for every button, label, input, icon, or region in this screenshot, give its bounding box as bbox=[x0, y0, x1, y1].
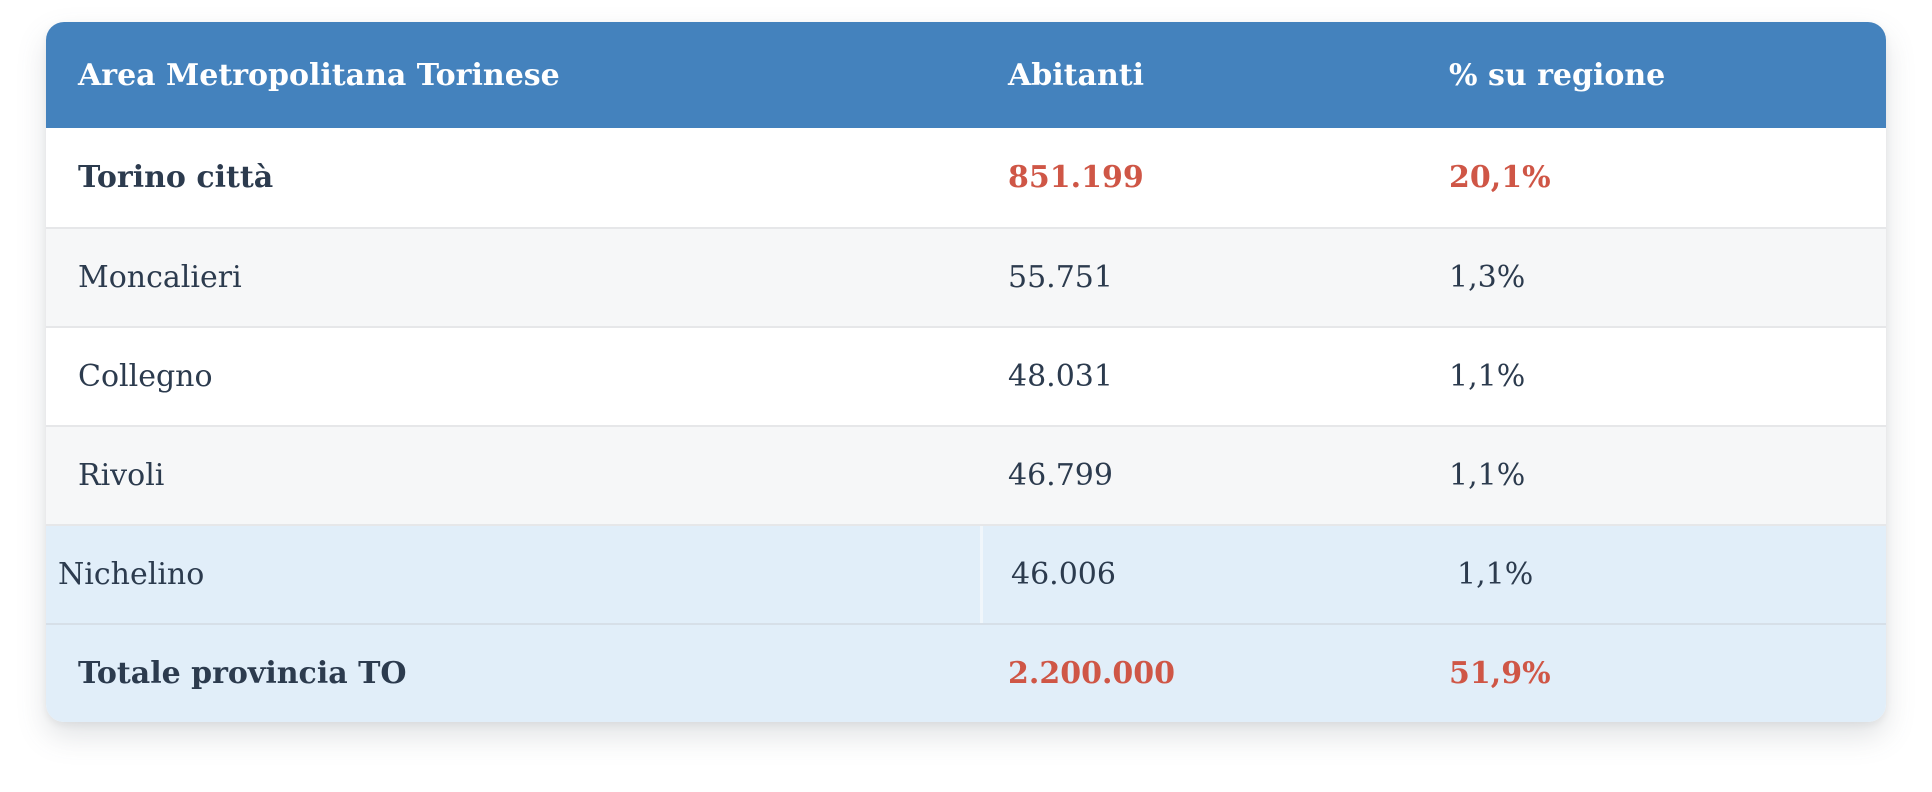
percentage-cell: 20,1% bbox=[1449, 160, 1551, 195]
municipality-cell: Nichelino bbox=[58, 557, 205, 592]
municipality-cell: Moncalieri bbox=[78, 260, 242, 295]
table-row-torino: Torino città 851.199 20,1% bbox=[46, 128, 1886, 227]
percentage-cell: 1,1% bbox=[1449, 458, 1526, 493]
percentage-cell: 51,9% bbox=[1449, 656, 1551, 691]
percentage-cell: 1,1% bbox=[1449, 359, 1526, 394]
table-header-row: Area Metropolitana Torinese Abitanti % s… bbox=[46, 22, 1886, 128]
population-cell: 48.031 bbox=[1008, 359, 1113, 394]
percentage-cell: 1,3% bbox=[1449, 260, 1526, 295]
header-pct-regione: % su regione bbox=[1449, 57, 1666, 93]
municipality-cell: Collegno bbox=[78, 359, 213, 394]
header-area-metropolitana: Area Metropolitana Torinese bbox=[78, 57, 560, 93]
table-row-rivoli: Rivoli 46.799 1,1% bbox=[46, 425, 1886, 524]
population-cell: 851.199 bbox=[1008, 160, 1144, 195]
population-cell: 46.006 bbox=[980, 526, 1425, 623]
population-cell: 55.751 bbox=[1008, 260, 1113, 295]
municipality-cell: Torino città bbox=[78, 160, 274, 195]
table-row-collegno: Collegno 48.031 1,1% bbox=[46, 326, 1886, 425]
table-row-totale-provincia: Totale provincia TO 2.200.000 51,9% bbox=[46, 623, 1886, 722]
table-row-nichelino: Nichelino 46.006 1,1% bbox=[46, 524, 1886, 623]
header-abitanti: Abitanti bbox=[1008, 57, 1145, 93]
population-table: Area Metropolitana Torinese Abitanti % s… bbox=[46, 22, 1886, 722]
population-cell: 2.200.000 bbox=[1008, 656, 1176, 691]
table-row-moncalieri: Moncalieri 55.751 1,3% bbox=[46, 227, 1886, 326]
population-cell: 46.799 bbox=[1008, 458, 1113, 493]
municipality-cell: Rivoli bbox=[78, 458, 165, 493]
percentage-cell: 1,1% bbox=[1457, 557, 1534, 592]
municipality-cell: Totale provincia TO bbox=[78, 656, 407, 691]
